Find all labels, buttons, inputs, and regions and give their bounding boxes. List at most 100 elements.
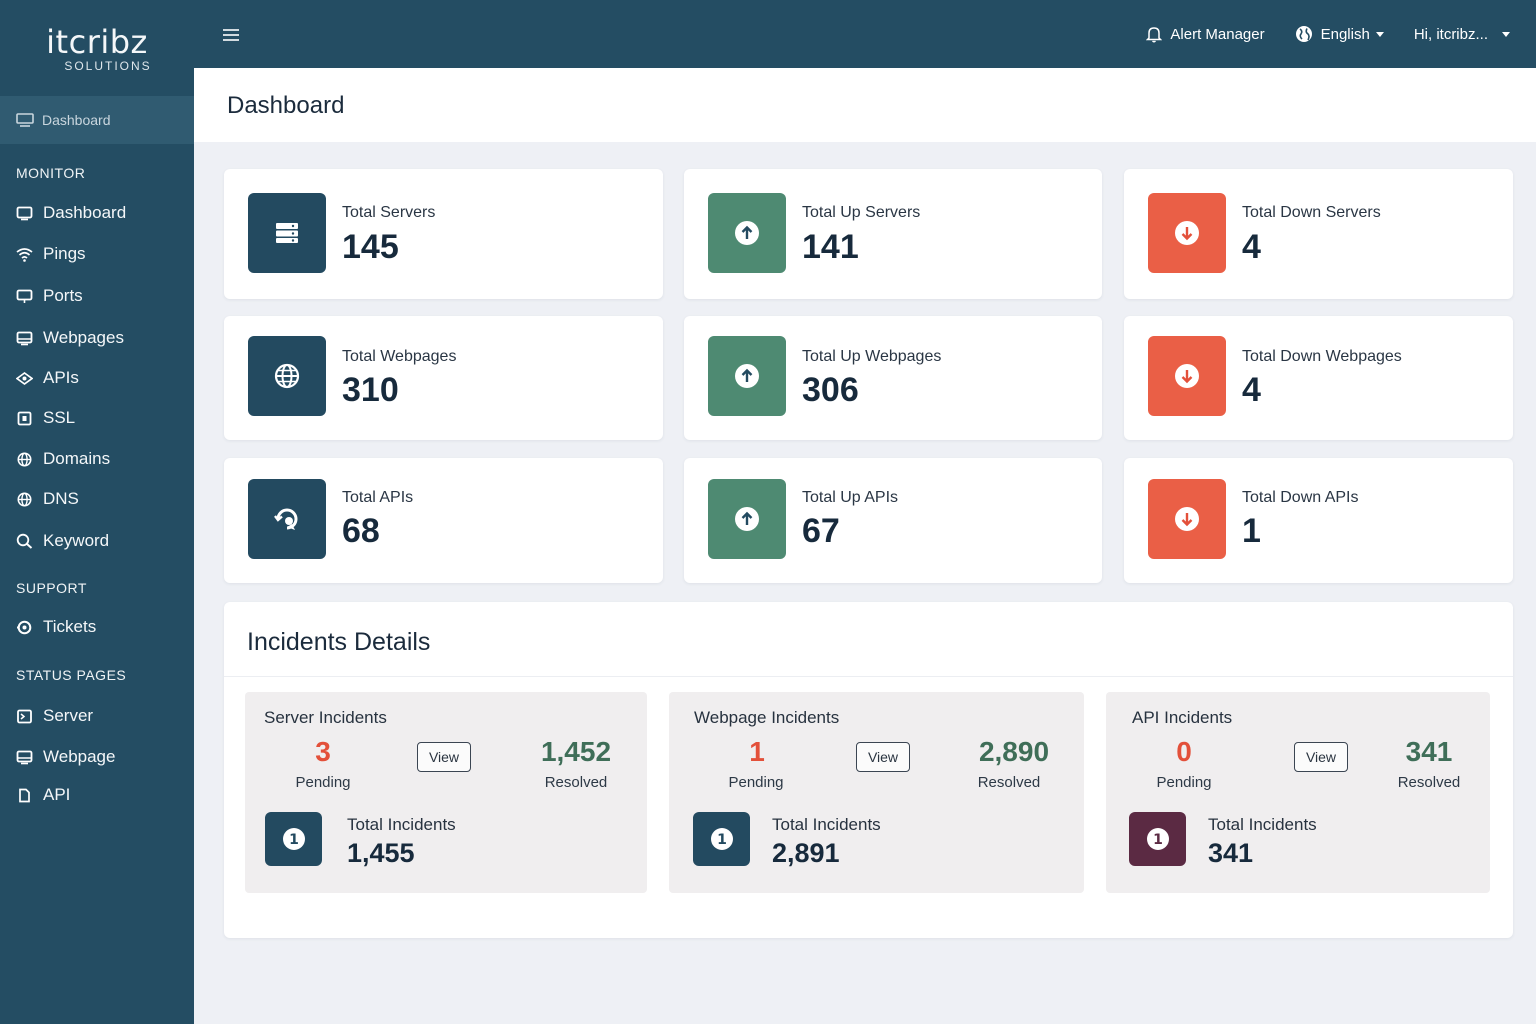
arrow-up-circle-icon bbox=[708, 479, 786, 559]
stat-value: 67 bbox=[802, 512, 840, 550]
stat-card-total-webpages[interactable]: Total Webpages 310 bbox=[224, 316, 663, 440]
panel-title: API Incidents bbox=[1132, 708, 1233, 727]
sidebar: itcribz SOLUTIONS Dashboard MONITOR Dash… bbox=[0, 0, 194, 1024]
stat-card-total-up-apis[interactable]: Total Up APIs 67 bbox=[684, 458, 1102, 583]
sidebar-item-label: Dashboard bbox=[43, 203, 127, 222]
divider bbox=[224, 676, 1513, 677]
sidebar-section-monitor: MONITOR bbox=[16, 165, 86, 181]
stat-label: Total Up APIs bbox=[802, 489, 899, 506]
stat-label: Total Up Servers bbox=[802, 204, 921, 221]
bell-icon bbox=[1146, 27, 1163, 43]
total-incidents-label: Total Incidents bbox=[1208, 815, 1317, 834]
terminal-icon bbox=[17, 709, 32, 723]
stat-card-total-up-servers[interactable]: Total Up Servers 141 bbox=[684, 169, 1102, 299]
ssl-icon bbox=[17, 411, 32, 425]
stat-value: 306 bbox=[802, 371, 859, 409]
stat-label: Total Down APIs bbox=[1242, 489, 1359, 506]
resolved-count: 1,452 bbox=[540, 736, 612, 767]
incidents-title: Incidents Details bbox=[247, 628, 431, 656]
language-dropdown[interactable]: English bbox=[1295, 25, 1384, 43]
view-button[interactable]: View bbox=[856, 742, 910, 772]
sidebar-item-dns[interactable]: DNS bbox=[0, 489, 79, 509]
info-badge-icon: 1 bbox=[693, 812, 750, 866]
alert-manager-link[interactable]: Alert Manager bbox=[1146, 25, 1265, 43]
monitor-icon bbox=[16, 206, 33, 220]
globe-icon bbox=[17, 452, 32, 466]
sidebar-item-pings[interactable]: Pings bbox=[0, 244, 86, 264]
info-badge-icon: 1 bbox=[1129, 812, 1186, 866]
total-incidents-value: 341 bbox=[1208, 838, 1254, 868]
sidebar-item-label: DNS bbox=[43, 489, 79, 508]
user-greeting: Hi, itcribz... bbox=[1413, 25, 1488, 43]
wifi-icon bbox=[16, 247, 33, 262]
info-badge-icon: 1 bbox=[265, 812, 322, 866]
dashboard-icon bbox=[16, 113, 34, 127]
sidebar-item-label: Domains bbox=[43, 449, 111, 468]
pending-count: 0 bbox=[1176, 736, 1192, 767]
chevron-down-icon bbox=[1375, 31, 1384, 37]
total-incidents-value: 1,455 bbox=[347, 838, 415, 868]
sidebar-item-ssl[interactable]: SSL bbox=[0, 408, 75, 428]
sidebar-item-apis[interactable]: APIs bbox=[0, 368, 79, 388]
stat-value: 145 bbox=[342, 228, 399, 266]
api-icon bbox=[16, 371, 33, 385]
stat-card-total-down-servers[interactable]: Total Down Servers 4 bbox=[1124, 169, 1513, 299]
stat-value: 4 bbox=[1242, 228, 1261, 266]
sidebar-item-label: Keyword bbox=[43, 531, 110, 550]
stat-card-total-down-webpages[interactable]: Total Down Webpages 4 bbox=[1124, 316, 1513, 440]
sidebar-item-label: APIs bbox=[43, 368, 79, 387]
incidents-details-card: Incidents Details Server Incidents 3 Pen… bbox=[224, 602, 1513, 938]
sidebar-item-label: SSL bbox=[43, 408, 76, 427]
sidebar-section-status-pages: STATUS PAGES bbox=[16, 667, 127, 683]
top-header: Alert Manager English Hi, itcribz... bbox=[194, 0, 1536, 68]
view-button[interactable]: View bbox=[417, 742, 471, 772]
stat-card-total-up-webpages[interactable]: Total Up Webpages 306 bbox=[684, 316, 1102, 440]
port-icon bbox=[16, 289, 33, 303]
pending-label: Pending bbox=[1156, 774, 1212, 791]
server-incidents-panel: Server Incidents 3 Pending View 1,452 Re… bbox=[245, 692, 647, 893]
brand-logo[interactable]: itcribz SOLUTIONS bbox=[0, 0, 194, 96]
stat-label: Total Down Webpages bbox=[1242, 348, 1402, 365]
stat-card-total-down-apis[interactable]: Total Down APIs 1 bbox=[1124, 458, 1513, 583]
alert-manager-label: Alert Manager bbox=[1170, 25, 1265, 43]
sidebar-active-dashboard[interactable]: Dashboard bbox=[0, 96, 194, 144]
globe-icon bbox=[248, 336, 326, 416]
view-button[interactable]: View bbox=[1294, 742, 1348, 772]
sidebar-item-status-server[interactable]: Server bbox=[0, 706, 93, 726]
sidebar-item-label: API bbox=[43, 785, 71, 804]
webpage-incidents-panel: Webpage Incidents 1 Pending View 2,890 R… bbox=[669, 692, 1084, 893]
search-icon bbox=[16, 533, 33, 549]
chevron-down-icon bbox=[1502, 31, 1510, 37]
pending-label: Pending bbox=[295, 774, 351, 791]
sidebar-item-label: Ports bbox=[43, 286, 83, 305]
sidebar-item-dashboard[interactable]: Dashboard bbox=[0, 203, 126, 223]
stat-card-total-apis[interactable]: Total APIs 68 bbox=[224, 458, 663, 583]
stat-value: 310 bbox=[342, 371, 399, 409]
arrow-down-circle-icon bbox=[1148, 193, 1226, 273]
arrow-up-circle-icon bbox=[708, 336, 786, 416]
stat-value: 141 bbox=[802, 228, 859, 266]
sidebar-item-webpages[interactable]: Webpages bbox=[0, 328, 124, 348]
sidebar-item-tickets[interactable]: Tickets bbox=[0, 617, 96, 637]
stat-card-total-servers[interactable]: Total Servers 145 bbox=[224, 169, 663, 299]
pending-count: 1 bbox=[749, 736, 765, 767]
sidebar-item-label: Tickets bbox=[43, 617, 97, 636]
user-menu-dropdown[interactable]: Hi, itcribz... bbox=[1414, 26, 1510, 43]
panel-title: Server Incidents bbox=[264, 708, 387, 727]
menu-toggle-button[interactable] bbox=[222, 28, 240, 47]
sidebar-item-keyword[interactable]: Keyword bbox=[0, 531, 109, 551]
globe-icon bbox=[17, 492, 32, 506]
document-icon bbox=[19, 788, 30, 802]
sidebar-item-domains[interactable]: Domains bbox=[0, 449, 110, 469]
hamburger-icon bbox=[223, 29, 239, 41]
sidebar-item-ports[interactable]: Ports bbox=[0, 286, 83, 306]
sidebar-item-status-webpage[interactable]: Webpage bbox=[0, 747, 115, 767]
resolved-label: Resolved bbox=[977, 774, 1041, 791]
sidebar-item-status-api[interactable]: API bbox=[0, 785, 70, 805]
arrow-up-circle-icon bbox=[708, 193, 786, 273]
resolved-count: 341 bbox=[1405, 736, 1453, 767]
sidebar-item-label: Pings bbox=[43, 244, 86, 263]
webpage-icon bbox=[16, 331, 33, 345]
page-title-bar: Dashboard bbox=[194, 68, 1536, 142]
page-title: Dashboard bbox=[227, 92, 345, 119]
